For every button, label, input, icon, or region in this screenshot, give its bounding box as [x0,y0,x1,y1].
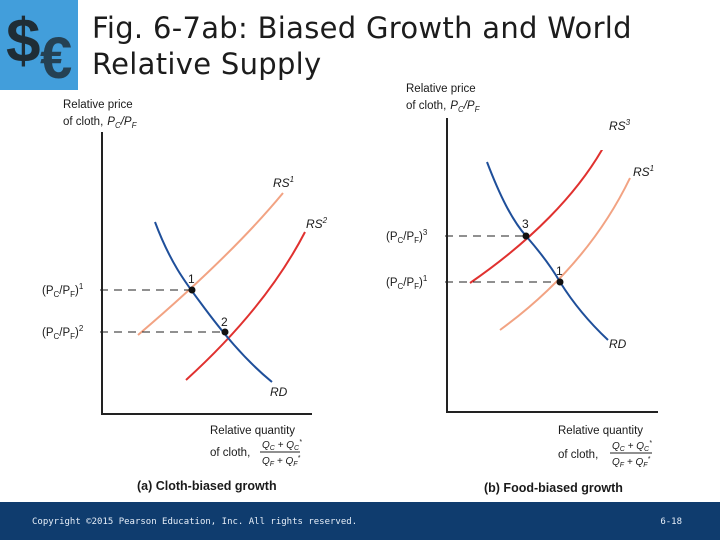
panel-b-equilibrium-1-dot [556,278,564,286]
panel-b-y-axis-label-line2: of cloth, PC/PF [406,100,481,114]
panel-b-rd-label: RD [609,337,627,351]
panel-b-price3-label: (PC/PF)3 [386,228,428,245]
panel-b-equilibrium-3-dot [522,232,530,240]
panel-b-rs1-curve [499,177,631,331]
panel-a-x-axis-label-line1: Relative quantity [210,425,295,437]
panel-a-point-2-label: 2 [221,315,228,329]
panel-a-price2-label: (PC/PF)2 [42,324,84,341]
footer-bar: Copyright ©2015 Pearson Education, Inc. … [0,502,720,540]
panel-a-rd-label: RD [270,385,288,399]
svg-text:$: $ [6,7,40,76]
panel-a-equilibrium-1-dot [188,286,196,294]
panel-b-x-axis-label-line1: Relative quantity [558,425,643,437]
panel-a-caption: (a) Cloth-biased growth [137,479,277,493]
panel-a-y-axis-label-line1: Relative price [63,99,133,111]
svg-text:€: € [40,26,72,90]
panel-a-x-fraction-denominator: QF + QF* [262,455,301,468]
panel-b-rd-curve [486,161,609,341]
panel-b-y-axis-label-line1: Relative price [406,83,476,95]
panel-a-rd-curve [154,221,273,383]
panel-b-caption: (b) Food-biased growth [484,481,623,495]
page-number: 6-18 [660,517,682,527]
panel-a: 1 2 RS1 RS2 RD Relative price of cloth, P… [42,99,328,493]
panel-b-point-3-label: 3 [522,217,529,231]
panel-a-rs1-label: RS1 [273,175,294,190]
panel-b-point-1-label: 1 [556,264,563,278]
copyright-text: Copyright ©2015 Pearson Education, Inc. … [32,517,358,527]
panel-b-rs3-curve [469,150,603,284]
panel-b-x-fraction-numerator: QC + QC* [612,440,652,453]
slide-title: Fig. 6-7ab: Biased Growth and World Rela… [92,11,632,81]
panel-b-x-fraction-denominator: QF + QF* [612,456,651,469]
panel-b-x-axis-label-line2: of cloth, [558,449,598,461]
panel-a-x-fraction-numerator: QC + QC* [262,439,302,452]
textbook-logo: $ € [0,0,78,90]
panel-b-rs1-label: RS1 [633,164,654,179]
panel-b: 3 1 RS3 RS1 RD Relative price of cloth, P… [386,83,658,495]
dollar-logo-icon: $ € [0,0,78,90]
panel-a-x-axis-label-line2: of cloth, [210,447,250,459]
panel-a-price1-label: (PC/PF)1 [42,282,84,299]
panel-a-rs1-curve [137,192,284,336]
panel-a-point-1-label: 1 [188,272,195,286]
panel-a-rs2-curve [185,231,306,381]
figure: 1 2 RS1 RS2 RD Relative price of cloth, P… [42,83,658,495]
panel-b-price1-label: (PC/PF)1 [386,274,428,291]
panel-a-y-axis-label-line2: of cloth, PC/PF [63,116,138,130]
panel-a-equilibrium-2-dot [221,328,229,336]
panel-b-rs3-label: RS3 [609,118,631,133]
panel-a-rs2-label: RS2 [306,216,328,231]
